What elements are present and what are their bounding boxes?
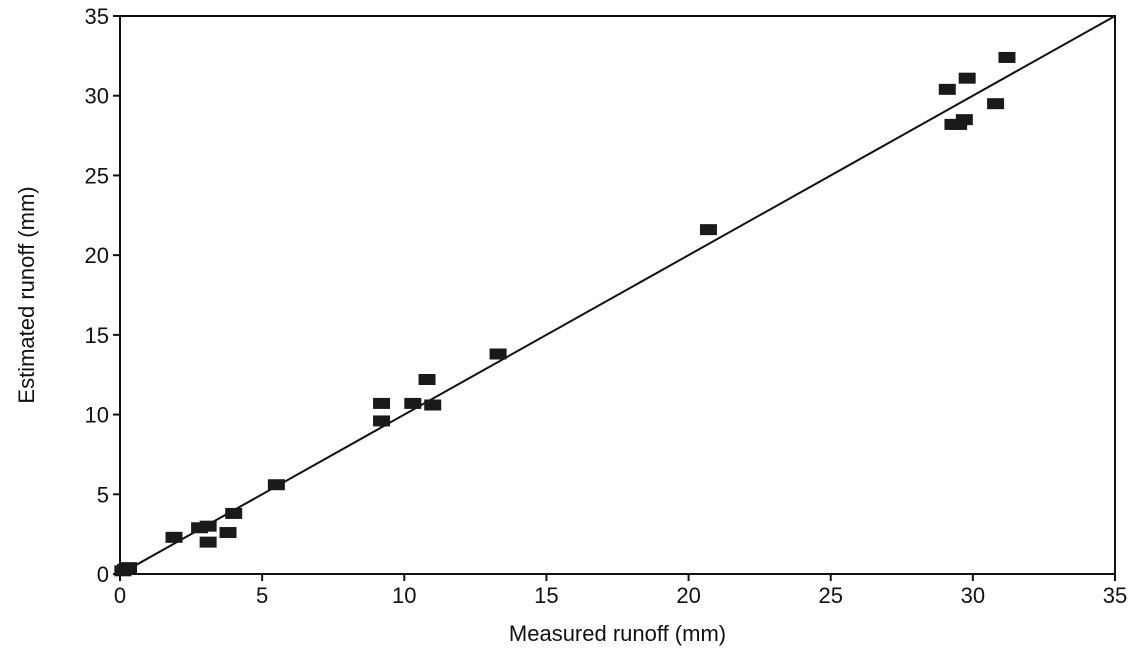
data-point [225, 507, 243, 519]
y-tick-label: 20 [85, 243, 109, 268]
reference-line [119, 15, 1116, 575]
x-tick-label: 15 [534, 583, 558, 608]
y-tick-label: 5 [97, 482, 109, 507]
data-point [489, 348, 507, 360]
y-tick-label: 10 [85, 403, 109, 428]
y-tick-label: 30 [85, 84, 109, 109]
data-point [699, 224, 717, 236]
y-axis-title: Estimated runoff (mm) [14, 186, 39, 403]
data-points [114, 51, 1016, 577]
x-tick-label: 5 [256, 583, 268, 608]
data-point [424, 399, 442, 411]
y-tick-label: 15 [85, 323, 109, 348]
data-point [191, 522, 209, 534]
data-point [373, 415, 391, 427]
x-tick-label: 35 [1103, 583, 1127, 608]
x-tick-label: 0 [114, 583, 126, 608]
data-point [373, 397, 391, 409]
y-axis: 0 5 10 15 20 25 30 35 [85, 4, 120, 587]
reference-line-layer [119, 15, 1116, 575]
y-tick-label: 25 [85, 163, 109, 188]
y-tick-label: 35 [85, 4, 109, 29]
data-point [120, 562, 138, 574]
data-point [199, 536, 217, 548]
x-tick-label: 25 [818, 583, 842, 608]
x-tick-label: 10 [392, 583, 416, 608]
data-point [938, 83, 956, 95]
data-point [404, 397, 422, 409]
x-tick-label: 20 [676, 583, 700, 608]
data-point [219, 527, 237, 539]
data-point [955, 114, 973, 126]
x-axis: 0 5 10 15 20 25 30 35 [114, 574, 1127, 608]
data-point [987, 98, 1005, 110]
x-axis-title: Measured runoff (mm) [509, 621, 726, 646]
data-point [958, 72, 976, 84]
x-tick-label: 30 [961, 583, 985, 608]
data-point [998, 51, 1016, 63]
plot-area [119, 15, 1116, 575]
data-point [199, 520, 217, 532]
y-tick-label: 0 [97, 562, 109, 587]
data-point [165, 531, 183, 543]
plot-frame [119, 15, 1116, 575]
data-point [418, 373, 436, 385]
data-point [267, 479, 285, 491]
